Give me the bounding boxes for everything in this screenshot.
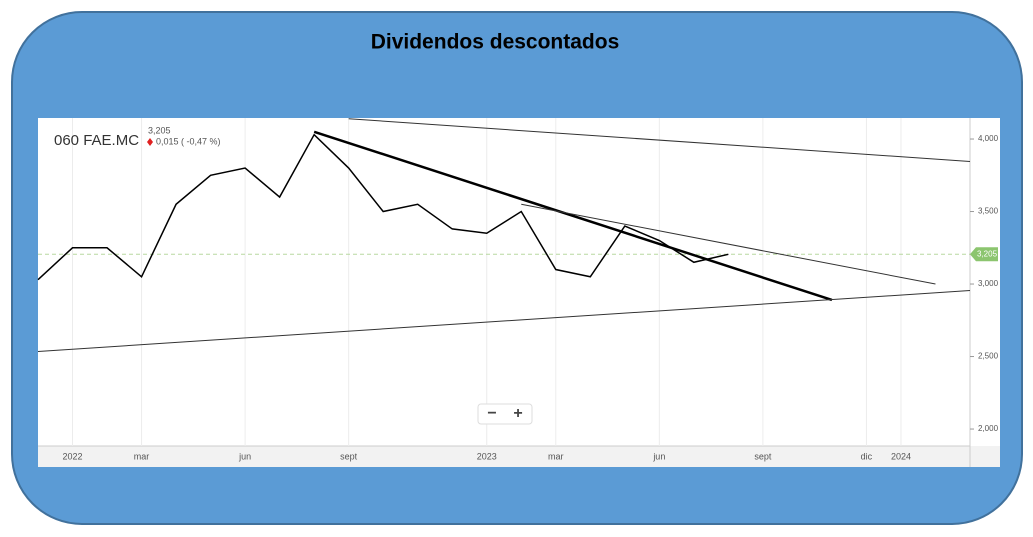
last-price: 3,205 xyxy=(148,125,171,135)
trend-line xyxy=(521,203,936,285)
y-tick-label: 2,000 xyxy=(978,424,999,433)
x-tick-label: jun xyxy=(652,451,665,461)
x-tick-label: sept xyxy=(340,451,358,461)
plot xyxy=(37,118,971,446)
x-tick-label: sept xyxy=(754,451,772,461)
trend-line xyxy=(313,130,833,302)
price-change: 0,015 ( -0,47 %) xyxy=(156,136,221,146)
y-tick-label: 4,000 xyxy=(978,134,999,143)
chart-title: Dividendos descontados xyxy=(371,31,620,54)
x-tick-label: 2024 xyxy=(891,451,911,461)
trend-line xyxy=(348,118,971,162)
x-tick-label: 2023 xyxy=(477,451,497,461)
price-tag xyxy=(970,247,998,262)
zoom-controls: − + xyxy=(477,403,533,425)
zoom-out[interactable]: − xyxy=(487,405,496,422)
price-tag-label: 3,205 xyxy=(977,249,998,258)
trend-line xyxy=(37,290,971,352)
y-tick-label: 3,000 xyxy=(978,279,999,288)
y-tick-label: 2,500 xyxy=(978,352,999,361)
x-tick-label: mar xyxy=(134,451,150,461)
zoom-box xyxy=(477,403,533,425)
x-tick-label: 2022 xyxy=(63,451,83,461)
y-tick-label: 3,500 xyxy=(978,207,999,216)
zoom-in[interactable]: + xyxy=(513,405,522,422)
x-tick-label: mar xyxy=(548,451,564,461)
x-axis-strip xyxy=(38,446,1000,467)
price-line-series xyxy=(37,133,729,281)
x-tick-label: jun xyxy=(238,451,251,461)
x-tick-label: dic xyxy=(861,451,873,461)
ticker: 060 FAE.MC xyxy=(54,132,139,149)
down-icon xyxy=(147,138,153,146)
